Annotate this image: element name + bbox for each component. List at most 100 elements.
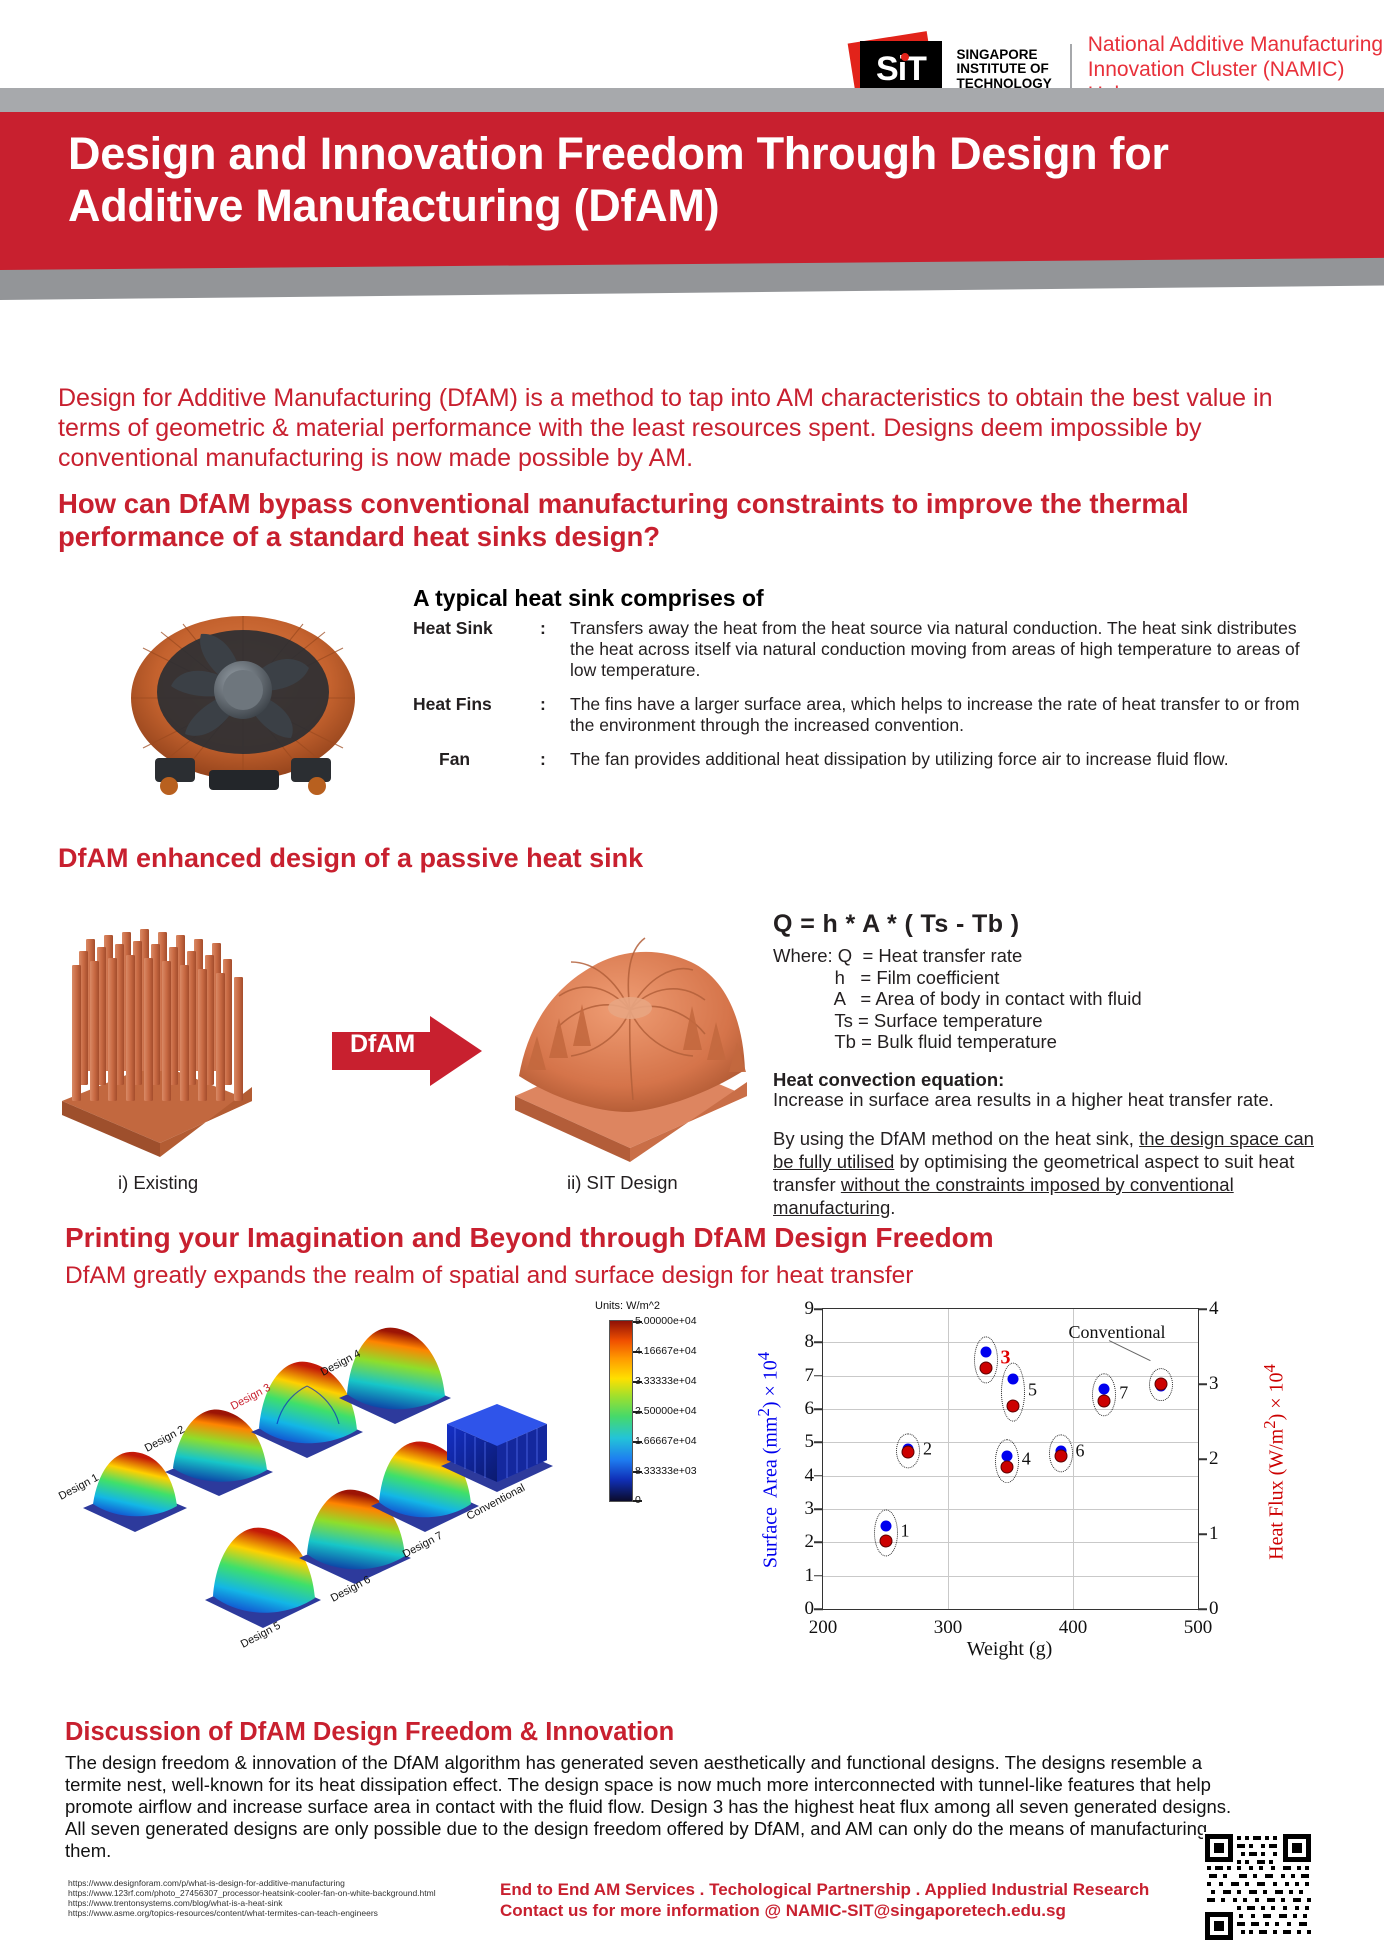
chart-point-ellipse [1001,1363,1025,1422]
chart-ytick-left: 4 [804,1464,815,1486]
chart-ytick-right: 2 [1209,1448,1219,1469]
qr-code[interactable] [1203,1832,1313,1942]
chart-point-heat-flux [1054,1449,1067,1463]
gallery-label-design-7: Design 7 [401,1530,445,1561]
sit-design-figure [497,900,762,1165]
definition-row-heat-fins: Heat Fins : The fins have a larger surfa… [413,694,1318,736]
chart-ytick-mark-left [814,1608,823,1610]
colorbar-gradient [609,1320,633,1502]
para-underline-2: without the constraints imposed by conve… [773,1174,1234,1218]
chart-point-heat-flux [1154,1377,1167,1391]
chart-point-surface-area [980,1346,991,1358]
chart-gridline [948,1309,949,1609]
chart-point-heat-flux [1006,1399,1020,1413]
chart-ytick-mark-left [814,1308,823,1310]
chart-point-label: 6 [1075,1440,1085,1461]
colorbar-units-label: Units: W/m^2 [595,1300,661,1312]
chart-gridline [823,1575,1198,1577]
heat-equation: Q = h * A * ( Ts - Tb ) [773,910,1020,938]
dfam-arrow-label: DfAM [350,1030,416,1058]
chart-point-heat-flux [1000,1460,1014,1474]
colorbar-tick: 5.00000e+04 [635,1315,697,1327]
heat-sink-heading: A typical heat sink comprises of [413,585,764,611]
chart-point-ellipse [994,1439,1019,1484]
chart-gridline [823,1342,1198,1344]
chart-point-surface-area [1007,1373,1019,1385]
chart-ytick-mark-left [814,1374,823,1377]
research-question: How can DfAM bypass conventional manufac… [58,488,1189,552]
colorbar-legend: Units: W/m^2 5.00000e+04 4.16667e+04 3.3… [595,1300,720,1525]
definition-key: Heat Sink [413,618,493,638]
chart-point-ellipse [1148,1368,1173,1402]
chart-ytick-mark-left [814,1441,823,1444]
definition-value: Transfers away the heat from the heat so… [570,618,1300,680]
chart-xtick: 300 [933,1617,963,1638]
chart-ylabel-left: Surface Area (mm2) × 104 [754,1351,782,1569]
existing-heatsink-figure [48,905,266,1160]
colorbar-tick: 2.50000e+04 [635,1405,697,1417]
para-underline-1: the design space can be fully utilised [773,1128,1314,1172]
colorbar-tick: 8.33333e+03 [635,1465,697,1477]
reference-list: https://www.designforam.com/p/what-is-de… [68,1878,436,1918]
chart-ytick-mark-right [1198,1383,1207,1385]
chart-gridline [1073,1309,1074,1609]
logo-divider [1069,43,1072,96]
chart-ytick-mark-right [1198,1308,1207,1310]
definition-colon: : [540,618,546,638]
definition-value: The fan provides additional heat dissipa… [570,749,1229,769]
definition-row-fan: Fan : The fan provides additional heat d… [413,749,1318,770]
red-title-band [0,112,1384,270]
chart-ytick-right: 0 [1209,1598,1219,1619]
chart-gridline [823,1509,1198,1510]
chart-ytick-mark-right [1198,1608,1207,1610]
definition-colon: : [540,749,546,769]
section-3-title: Printing your Imagination and Beyond thr… [65,1222,994,1253]
discussion-body: The design freedom & innovation of the D… [65,1752,1232,1861]
chart-point-label: 5 [1028,1379,1037,1400]
colorbar-tick: 3.33333e+04 [635,1375,697,1387]
chart-point-ellipse [896,1433,920,1469]
page-title: Design and Innovation Freedom Through De… [68,128,1169,231]
figure-caption-sit: ii) SIT Design [567,1172,678,1193]
footer-contact-line: Contact us for more information @ NAMIC-… [500,1901,1066,1920]
chart-ytick-left: 7 [804,1364,815,1386]
chart-gridline [823,1542,1198,1544]
chart-ytick-mark-left [814,1574,823,1577]
chart-ytick-mark-left [814,1341,823,1344]
convection-equation-title: Heat convection equation: [773,1069,1005,1090]
chart-point-heat-flux [901,1445,915,1459]
chart-xtick: 500 [1183,1617,1213,1638]
chart-point-label: 3 [1000,1346,1011,1369]
performance-scatter-chart: Surface Area (mm2) × 104 Heat Flux (W/m2… [754,1298,1288,1660]
definition-value: The fins have a larger surface area, whi… [570,694,1300,735]
heat-sink-photo [113,590,373,810]
dfam-method-paragraph: By using the DfAM method on the heat sin… [773,1127,1328,1219]
footer-services-line: End to End AM Services . Techological Pa… [500,1880,1150,1899]
chart-point-ellipse [1092,1373,1117,1417]
equation-variable-list: Where: Q = Heat transfer rate h = Film c… [773,945,1142,1052]
chart-ytick-left: 5 [804,1431,815,1453]
chart-ytick-left: 3 [804,1498,815,1519]
namic-line-1: National Additive Manufacturing [1087,33,1384,56]
definition-row-heat-sink: Heat Sink : Transfers away the heat from… [413,618,1318,681]
chart-ytick-mark-left [814,1408,823,1410]
chart-point-ellipse [1048,1434,1073,1472]
chart-xtick: 200 [808,1617,838,1638]
chart-point-surface-area [1098,1383,1110,1395]
chart-xtick: 400 [1058,1617,1088,1638]
chart-point-ellipse [873,1509,898,1557]
definition-key: Heat Fins [413,694,492,714]
chart-ytick-right: 1 [1209,1523,1219,1544]
chart-ytick-left: 0 [804,1598,815,1619]
heat-sink-definition-list: Heat Sink : Transfers away the heat from… [413,618,1318,783]
discussion-title: Discussion of DfAM Design Freedom & Inno… [65,1718,675,1746]
chart-ytick-mark-left [814,1474,823,1477]
chart-ytick-left: 2 [804,1531,815,1553]
definition-key: Fan [439,749,471,769]
chart-point-heat-flux [879,1534,892,1548]
chart-point-surface-area [1001,1450,1013,1462]
section-3-subtitle: DfAM greatly expands the realm of spatia… [65,1262,914,1289]
definition-colon: : [540,694,546,714]
logo-block: SiT SINGAPORE INSTITUTE OF TECHNOLOGY Nati… [847,30,1384,107]
